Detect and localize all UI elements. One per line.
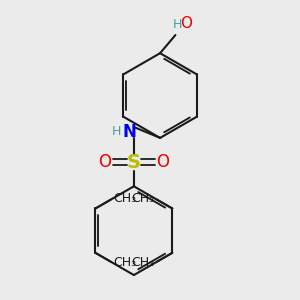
- Text: H: H: [112, 125, 122, 138]
- Text: CH₃: CH₃: [113, 192, 136, 205]
- Text: CH₃: CH₃: [113, 256, 136, 269]
- Text: O: O: [180, 16, 192, 31]
- Text: N: N: [123, 123, 137, 141]
- Text: CH₃: CH₃: [132, 192, 155, 205]
- Text: O: O: [156, 153, 170, 171]
- Text: S: S: [127, 153, 141, 172]
- Text: O: O: [98, 153, 111, 171]
- Text: CH₃: CH₃: [132, 256, 155, 269]
- Text: H: H: [172, 18, 182, 31]
